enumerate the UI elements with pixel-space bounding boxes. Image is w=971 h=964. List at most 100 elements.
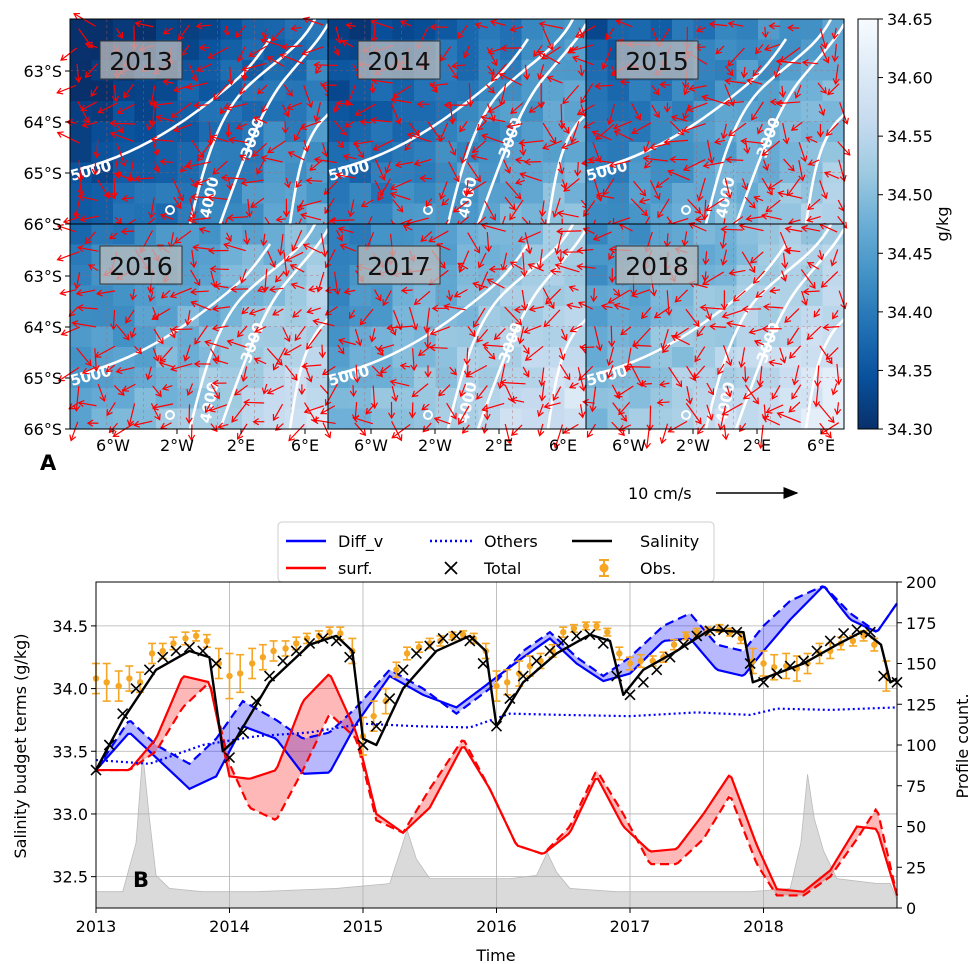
velocity-arrow-head [499, 379, 507, 387]
velocity-arrow-head [451, 62, 458, 70]
salinity-field-cell [629, 80, 652, 102]
velocity-arrow [482, 402, 505, 411]
velocity-arrow-head [284, 255, 293, 262]
total-marker-stroke [597, 637, 609, 650]
velocity-arrow [560, 103, 563, 129]
velocity-arrow-head [190, 300, 198, 308]
velocity-arrow [786, 178, 801, 196]
colorbar-tick-label: 34.65 [887, 10, 933, 29]
velocity-arrow [226, 103, 248, 110]
velocity-arrow-head [231, 415, 238, 423]
velocity-arrow-head [547, 43, 554, 51]
velocity-arrow [740, 347, 746, 368]
velocity-arrow-head [693, 320, 700, 328]
salinity-field-cell [822, 244, 845, 266]
velocity-arrow [254, 325, 267, 333]
lat-tick-label: 63°S [23, 267, 62, 286]
velocity-arrow [122, 197, 134, 200]
salinity-field-cell [177, 265, 200, 287]
lon-tick-label: 6°E [291, 436, 319, 455]
velocity-arrow [476, 120, 488, 131]
obs-point [136, 679, 144, 686]
velocity-arrow-head [271, 34, 279, 42]
velocity-arrow [619, 223, 633, 232]
velocity-arrow [113, 384, 125, 396]
velocity-arrow-head [574, 169, 582, 177]
velocity-arrow [608, 103, 615, 125]
velocity-arrow [106, 402, 116, 416]
velocity-arrow [717, 363, 725, 375]
salinity-field-cell [758, 224, 781, 246]
velocity-arrow-head [213, 282, 221, 290]
velocity-arrow-head [787, 338, 794, 346]
velocity-arrow-head [822, 56, 830, 64]
salinity-field-cell [693, 224, 716, 246]
velocity-arrow-head [320, 250, 328, 258]
salinity-field-cell [220, 60, 243, 82]
velocity-arrow [722, 402, 743, 416]
velocity-arrow [806, 136, 818, 144]
velocity-arrow-head [359, 429, 367, 437]
lon-tick-label: 6°W [612, 436, 646, 455]
velocity-arrow [303, 17, 324, 26]
velocity-arrow [97, 383, 105, 402]
velocity-arrow [521, 289, 526, 310]
velocity-arrow [169, 327, 176, 338]
obs-point [293, 640, 300, 647]
velocity-arrow [683, 122, 706, 132]
velocity-arrow-head [476, 123, 484, 131]
velocity-arrow [314, 64, 338, 67]
salinity-field-cell [693, 326, 716, 348]
total-marker-stroke [277, 655, 289, 667]
velocity-arrow-head [524, 354, 532, 361]
velocity-arrow [390, 380, 410, 387]
velocity-arrow [95, 345, 116, 358]
velocity-arrow-head [595, 192, 603, 200]
velocity-arrow-head [840, 302, 848, 310]
velocity-arrow-head [439, 261, 446, 269]
velocity-arrow [229, 138, 248, 144]
velocity-arrow [209, 404, 228, 412]
velocity-arrow [321, 344, 324, 358]
velocity-arrow [656, 177, 670, 188]
velocity-arrow [68, 402, 79, 410]
velocity-arrow-head [670, 334, 678, 342]
velocity-arrow [123, 83, 135, 99]
total-marker [277, 655, 289, 667]
salinity-field-cell [392, 19, 415, 41]
salinity-field-cell [91, 121, 114, 143]
salinity-field-cell [177, 162, 200, 184]
salinity-field-cell [177, 19, 200, 41]
velocity-arrow [309, 286, 322, 291]
obs-point [393, 666, 400, 673]
velocity-arrow-head [538, 21, 546, 29]
series-others-line [95, 706, 898, 765]
velocity-arrow [487, 278, 505, 289]
salinity-field-cell [543, 60, 566, 82]
obs-point [682, 632, 690, 640]
velocity-arrow [542, 122, 557, 144]
velocity-arrow-head [542, 143, 550, 150]
salinity-field-cell [758, 388, 781, 410]
velocity-arrow-head [720, 258, 728, 266]
velocity-arrow [75, 385, 80, 411]
velocity-arrow [801, 290, 807, 305]
total-marker [717, 624, 730, 636]
salinity-field-cell [801, 162, 824, 184]
velocity-arrow [407, 133, 432, 143]
velocity-arrow [106, 364, 116, 373]
velocity-arrow-head [538, 394, 547, 402]
velocity-arrow-head [282, 210, 291, 218]
velocity-arrow-head [305, 177, 313, 185]
velocity-arrow-head [417, 349, 425, 357]
year-box [615, 40, 699, 80]
salinity-field-cell [586, 101, 609, 123]
obs-point [637, 657, 644, 665]
velocity-arrow [819, 249, 823, 260]
salinity-field-cell [586, 306, 609, 328]
total-marker-stroke [450, 630, 463, 642]
velocity-arrow-head [657, 211, 664, 219]
year-label: 2014 [367, 47, 431, 76]
salinity-field-cell [263, 60, 286, 82]
